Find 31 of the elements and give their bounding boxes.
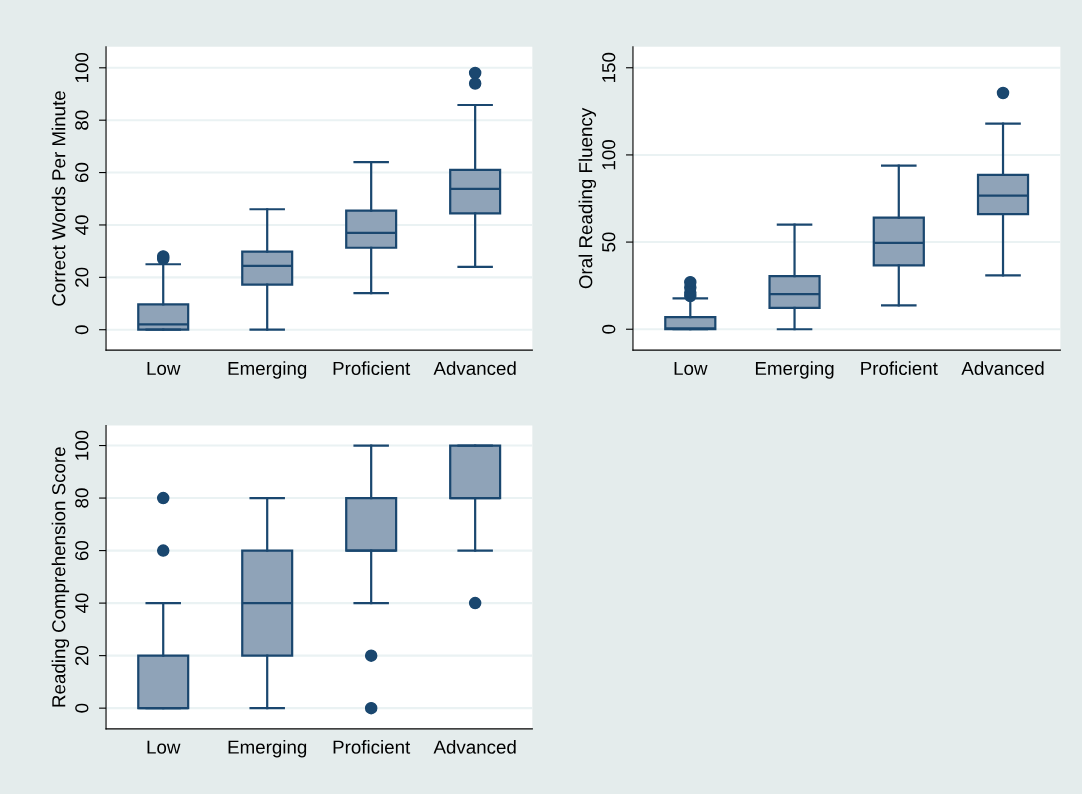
x-tick-label: Proficient — [861, 361, 938, 376]
x-tick-label: Low — [674, 361, 708, 376]
y-tick-label: 50 — [602, 232, 616, 252]
y-tick-label: 0 — [75, 325, 89, 335]
y-tick-label: 80 — [75, 110, 89, 130]
y-tick-label: 60 — [75, 162, 89, 183]
y-tick-label: 40 — [75, 593, 89, 614]
x-tick-label: Emerging — [228, 740, 307, 758]
y-axis-title: Reading Comprehension Score — [51, 447, 70, 707]
x-tick-label: Proficient — [333, 740, 411, 754]
x-tick-label: Low — [147, 361, 181, 376]
y-tick-label: 80 — [75, 488, 89, 508]
x-tick-label: Advanced — [433, 361, 516, 376]
y-axis-title: Correct Words Per Minute — [51, 91, 66, 306]
y-tick-label: 100 — [602, 140, 616, 170]
x-tick-label: Proficient — [333, 361, 411, 376]
y-tick-label: 0 — [602, 324, 616, 334]
y-tick-label: 40 — [75, 215, 89, 235]
x-tick-label: Low — [147, 740, 181, 754]
y-tick-label: 60 — [75, 540, 89, 561]
y-tick-label: 0 — [75, 703, 89, 713]
x-tick-label: Advanced — [961, 361, 1044, 376]
x-tick-label: Emerging — [755, 361, 834, 379]
y-tick-label: 20 — [75, 267, 89, 287]
x-tick-label: Advanced — [433, 740, 516, 754]
y-tick-label: 20 — [75, 645, 89, 666]
y-tick-label: 100 — [75, 52, 89, 83]
y-tick-label: 100 — [75, 430, 89, 460]
y-tick-label: 150 — [602, 52, 616, 82]
y-axis-title: Oral Reading Fluency — [578, 107, 597, 289]
x-tick-label: Emerging — [228, 361, 307, 379]
